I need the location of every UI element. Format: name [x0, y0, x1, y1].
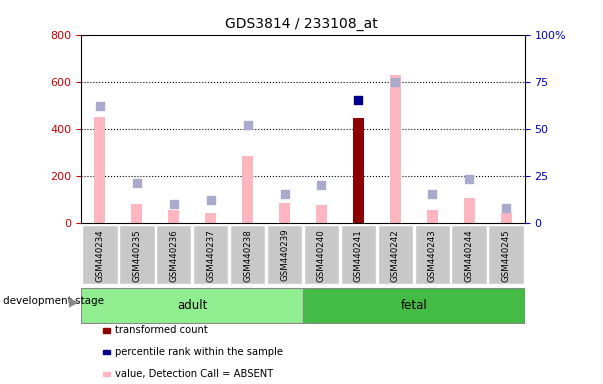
Text: GSM440237: GSM440237: [206, 229, 215, 281]
Bar: [304, 225, 339, 284]
Text: fetal: fetal: [400, 299, 427, 312]
Point: [243, 122, 253, 128]
Point: [317, 182, 326, 188]
Bar: [316, 205, 327, 223]
Text: GSM440244: GSM440244: [465, 229, 474, 281]
Text: GSM440234: GSM440234: [95, 229, 104, 281]
Bar: [341, 225, 376, 284]
Text: GSM440242: GSM440242: [391, 229, 400, 281]
Text: GSM440239: GSM440239: [280, 229, 289, 281]
Bar: [94, 117, 106, 223]
Bar: [414, 225, 450, 284]
Bar: [303, 288, 525, 323]
Text: value, Detection Call = ABSENT: value, Detection Call = ABSENT: [115, 369, 273, 379]
Point: [206, 197, 215, 203]
Bar: [193, 225, 229, 284]
Bar: [205, 214, 216, 223]
Bar: [230, 225, 265, 284]
Point: [391, 79, 400, 85]
Text: ▶: ▶: [69, 295, 78, 308]
Text: GDS3814 / 233108_at: GDS3814 / 233108_at: [225, 17, 378, 31]
Bar: [464, 198, 475, 223]
Text: GSM440241: GSM440241: [354, 229, 363, 281]
Point: [280, 192, 289, 198]
Bar: [242, 156, 253, 223]
Point: [428, 192, 437, 198]
Bar: [156, 225, 192, 284]
Text: GSM440245: GSM440245: [502, 229, 511, 281]
Point: [169, 201, 178, 207]
Bar: [82, 225, 118, 284]
Text: GSM440235: GSM440235: [132, 229, 141, 281]
Bar: [279, 203, 290, 223]
Bar: [267, 225, 302, 284]
Text: percentile rank within the sample: percentile rank within the sample: [115, 347, 283, 357]
Point: [132, 180, 142, 186]
Text: GSM440240: GSM440240: [317, 229, 326, 281]
Bar: [452, 225, 487, 284]
Point: [95, 103, 105, 109]
Bar: [377, 225, 413, 284]
Bar: [81, 288, 303, 323]
Bar: [168, 210, 179, 223]
Text: GSM440243: GSM440243: [428, 229, 437, 281]
Bar: [119, 225, 154, 284]
Bar: [500, 214, 512, 223]
Point: [464, 176, 474, 182]
Text: GSM440238: GSM440238: [243, 229, 252, 281]
Bar: [488, 225, 524, 284]
Text: adult: adult: [177, 299, 207, 312]
Bar: [427, 210, 438, 223]
Bar: [390, 74, 401, 223]
Point: [501, 205, 511, 211]
Bar: [131, 204, 142, 223]
Text: GSM440236: GSM440236: [169, 229, 178, 281]
Text: development stage: development stage: [3, 296, 104, 306]
Point: [353, 98, 363, 104]
Text: transformed count: transformed count: [115, 325, 207, 335]
Bar: [353, 118, 364, 223]
